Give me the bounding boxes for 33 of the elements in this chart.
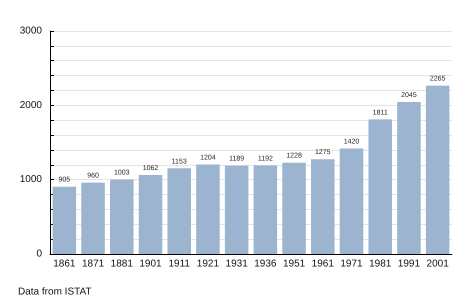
y-tick-label: 0 — [36, 248, 42, 260]
bar — [397, 102, 421, 254]
bar — [110, 179, 134, 254]
bar — [282, 162, 306, 254]
bar — [368, 119, 392, 254]
x-tick-label: 1911 — [168, 258, 190, 270]
x-tick-label: 1961 — [312, 258, 334, 270]
bar — [138, 175, 162, 254]
x-tick-label: 2001 — [426, 258, 450, 270]
y-tick-label: 1000 — [20, 174, 42, 186]
bar — [167, 168, 191, 254]
bar — [81, 182, 105, 254]
bar — [196, 164, 220, 254]
bar — [311, 159, 335, 254]
x-tick-label: 1991 — [398, 258, 420, 270]
text: Data from ISTAT — [18, 286, 92, 298]
x-tick-label: 1971 — [340, 258, 364, 270]
x-tick-label: 1861 — [53, 258, 76, 270]
bar — [340, 148, 364, 254]
x-tick-label: 1871 — [82, 258, 105, 270]
x-tick-label: 1931 — [226, 258, 248, 270]
x-tick-label: 1981 — [369, 258, 392, 270]
x-tick-label: 1921 — [196, 258, 220, 270]
x-tick-label: 1936 — [254, 258, 277, 270]
bar — [224, 166, 248, 254]
y-tick-label: 3000 — [20, 26, 42, 36]
y-tick-label: 2000 — [20, 100, 42, 111]
bar — [52, 186, 76, 254]
x-tick-label: 1881 — [110, 258, 134, 270]
bar — [254, 165, 278, 254]
x-tick-label: 1951 — [282, 258, 306, 270]
x-tick-label: 1901 — [139, 258, 162, 270]
bar — [426, 86, 450, 254]
